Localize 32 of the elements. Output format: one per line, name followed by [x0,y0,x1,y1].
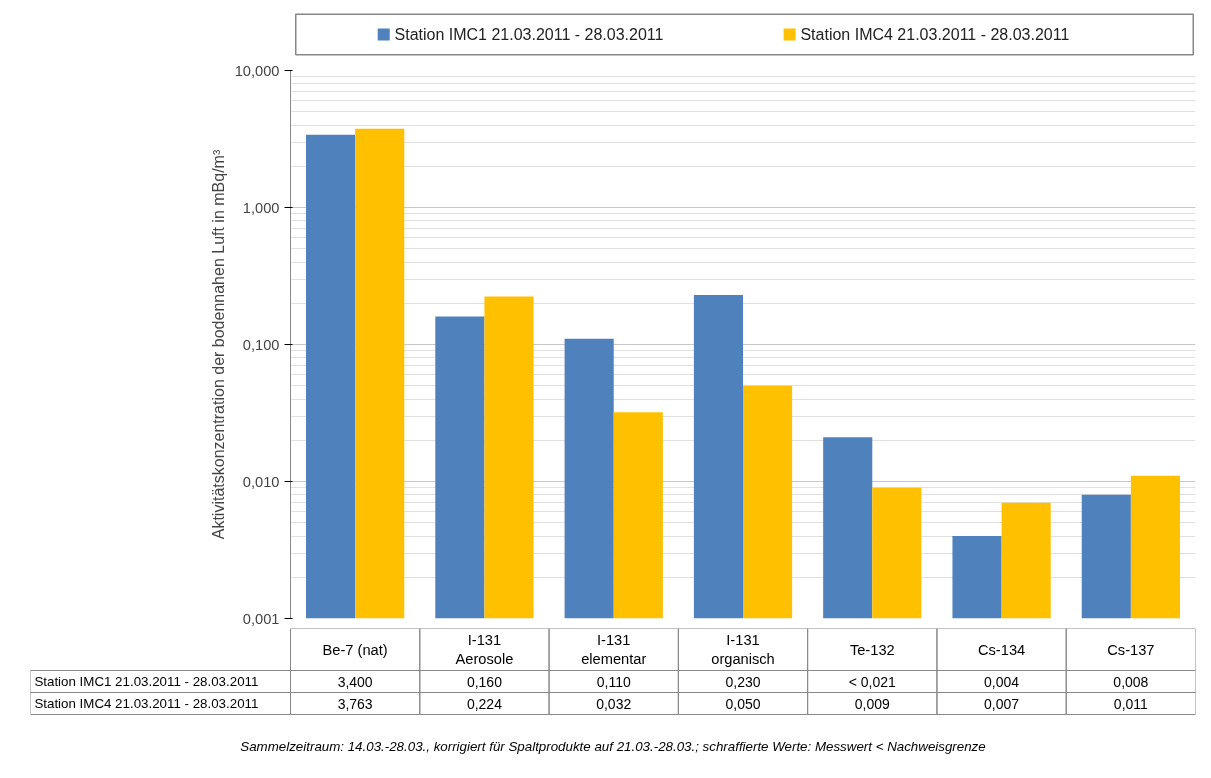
data-label: 0,007 [984,695,1020,712]
y-tick-label: 1,000 [242,199,280,216]
y-tick-label: 0,010 [242,473,280,490]
text: Station IMC1 21.03.2011 - 28.03.2011 [34,674,259,689]
data-label: 0,160 [466,673,503,690]
x-tick-label: I-131 organisch [711,631,775,668]
text: Sammelzeitraum: 14.03.-28.03., korrigiert für Spaltprodukte auf 21.03.-28.03.; schraffierte Werte: Messwert < Nachweisgrenze [240,739,986,754]
y-tick-label: 0,001 [242,610,280,627]
legend-label: Station IMC4 21.03.2011 - 28.03.2011 [800,26,1070,43]
data-label: 0,110 [596,673,631,690]
x-tick-label: Te-132 [849,641,895,658]
data-label: 0,004 [984,673,1020,690]
y-axis-title: Aktivitätskonzentration der bodennahen Luft in mBq/m³ [209,149,227,540]
data-label: < 0,021 [848,673,897,690]
data-label: 0,009 [854,695,891,712]
text: Station IMC4 21.03.2011 - 28.03.2011 [34,696,259,711]
data-label: 3,763 [337,695,373,712]
data-label: 0,032 [596,695,632,712]
x-tick-label: Cs-134 [977,641,1026,658]
data-label: 0,230 [725,673,761,690]
data-label: 0,011 [1113,695,1149,712]
x-tick-label: Cs-137 [1107,641,1155,658]
x-tick-label: I-131 Aerosole [455,631,514,668]
x-tick-label: I-131 elementar [581,631,647,668]
data-label: 0,008 [1113,673,1149,690]
legend-label: Station IMC1 21.03.2011 - 28.03.2011 [394,26,664,43]
y-tick-label: 10,000 [234,62,280,79]
x-tick-label: Be-7 (nat) [322,641,388,658]
data-label: 3,400 [337,673,373,690]
data-label: 0,224 [466,695,503,712]
data-label: 0,050 [725,695,761,712]
y-tick-label: 0,100 [242,336,280,353]
